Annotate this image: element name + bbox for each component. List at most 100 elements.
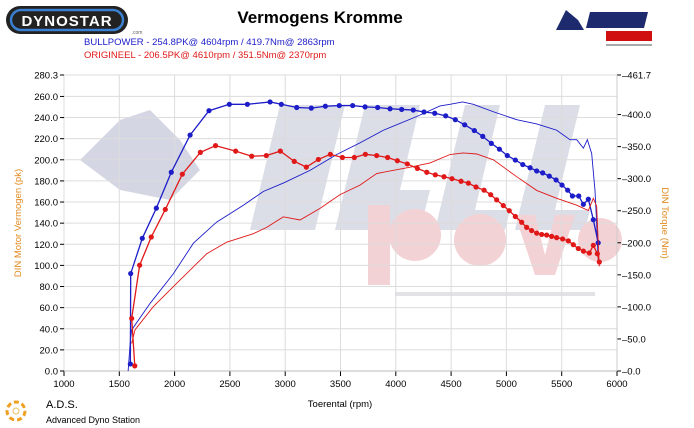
axes: 1000 1500 2000 2500 3000 3500 4000 4500 5000 5500… bbox=[34, 71, 651, 391]
data-point-origineel-torque bbox=[590, 242, 596, 248]
data-point-origineel-torque bbox=[179, 171, 185, 177]
data-point-origineel-torque bbox=[385, 154, 391, 161]
series-line-origineel-power bbox=[131, 152, 600, 344]
data-point-origineel-torque bbox=[351, 154, 357, 161]
data-point-bullpower-torque bbox=[443, 113, 449, 119]
x-tick-label: 1500 bbox=[109, 379, 130, 390]
data-point-bullpower-torque bbox=[421, 109, 427, 115]
y-tick-label: 100.0 bbox=[34, 261, 58, 272]
y-tick-label: 240.0 bbox=[34, 113, 58, 124]
data-point-origineel-torque bbox=[488, 192, 494, 198]
legend-origineel: ORIGINEEL - 206.5PK@ 4610rpm / 351.5Nm@ … bbox=[84, 50, 326, 61]
data-point-bullpower-torque bbox=[350, 102, 356, 109]
data-point-origineel-torque bbox=[594, 251, 600, 257]
y-tick-label: 140.0 bbox=[34, 219, 58, 230]
y-axis-label: DIN Motor Vermogen (pk) bbox=[13, 169, 24, 277]
ads-logo-icon bbox=[5, 400, 27, 422]
data-point-origineel-torque bbox=[534, 230, 540, 236]
x-axis-label: Toerental (rpm) bbox=[308, 399, 372, 410]
data-point-origineel-torque bbox=[473, 184, 479, 190]
bullpower-logo bbox=[556, 10, 652, 46]
data-point-bullpower-torque bbox=[590, 217, 596, 223]
data-point-origineel-torque bbox=[212, 143, 219, 149]
data-point-bullpower-torque bbox=[206, 108, 212, 114]
x-tick-label: 4000 bbox=[385, 379, 406, 390]
data-point-bullpower-torque bbox=[322, 103, 328, 109]
data-point-bullpower-torque bbox=[540, 170, 546, 176]
x-tick-label: 5000 bbox=[496, 379, 517, 390]
data-point-origineel-torque bbox=[500, 202, 506, 209]
data-point-origineel-torque bbox=[394, 158, 400, 164]
series-line-bullpower-torque bbox=[129, 101, 599, 364]
data-point-bullpower-torque bbox=[336, 102, 342, 109]
y-tick-label: 120.0 bbox=[34, 240, 58, 251]
y2-tick-label: –350.0 bbox=[622, 142, 651, 153]
y-tick-label: 160.0 bbox=[34, 198, 58, 209]
data-point-bullpower-torque bbox=[267, 99, 273, 105]
data-point-bullpower-torque bbox=[375, 104, 381, 111]
data-point-bullpower-torque bbox=[496, 146, 503, 152]
data-point-bullpower-torque bbox=[565, 187, 571, 193]
data-point-bullpower-torque bbox=[139, 235, 145, 241]
y-tick-label: 220.0 bbox=[34, 134, 58, 145]
data-point-origineel-torque bbox=[506, 208, 512, 214]
data-point-origineel-torque bbox=[132, 363, 138, 369]
data-point-origineel-torque bbox=[432, 172, 438, 178]
data-point-origineel-torque bbox=[529, 227, 535, 234]
data-point-origineel-torque bbox=[458, 178, 464, 184]
watermark bbox=[80, 105, 622, 296]
series-line-bullpower-power bbox=[127, 101, 599, 372]
data-point-bullpower-torque bbox=[504, 152, 510, 159]
data-point-origineel-torque bbox=[374, 152, 380, 159]
y-tick-label: 20.0 bbox=[40, 345, 59, 356]
y2-tick-label: –150.0 bbox=[622, 270, 651, 281]
data-point-bullpower-torque bbox=[387, 106, 393, 112]
data-point-bullpower-torque bbox=[432, 110, 438, 116]
data-point-bullpower-torque bbox=[585, 196, 591, 202]
data-point-origineel-torque bbox=[519, 219, 525, 225]
data-point-origineel-torque bbox=[291, 158, 297, 164]
data-point-bullpower-torque bbox=[452, 117, 458, 123]
y-tick-label: 80.0 bbox=[40, 282, 59, 293]
data-point-bullpower-torque bbox=[278, 101, 284, 107]
data-point-origineel-torque bbox=[277, 148, 283, 154]
x-tick-label: 1000 bbox=[53, 379, 74, 390]
data-point-bullpower-torque bbox=[462, 122, 468, 128]
y-tick-label: 200.0 bbox=[34, 155, 58, 166]
svg-text:DYNOSTAR: DYNOSTAR bbox=[21, 13, 112, 30]
data-point-bullpower-torque bbox=[308, 105, 314, 111]
data-point-bullpower-torque bbox=[576, 193, 582, 199]
data-point-origineel-torque bbox=[414, 165, 420, 172]
y2-axis-label: DIN Torque (Nm) bbox=[659, 187, 670, 259]
data-point-origineel-torque bbox=[404, 161, 410, 167]
x-tick-label: 3500 bbox=[330, 379, 351, 390]
y-tick-label: 0.0 bbox=[45, 367, 58, 378]
data-point-bullpower-torque bbox=[471, 127, 477, 134]
data-point-origineel-torque bbox=[586, 250, 592, 256]
x-tick-label: 6000 bbox=[606, 379, 627, 390]
y2-tick-label: –461.7 bbox=[622, 71, 651, 82]
y2-tick-label: –250.0 bbox=[622, 206, 651, 217]
data-point-bullpower-torque bbox=[488, 140, 494, 147]
data-point-origineel-torque bbox=[263, 152, 269, 159]
y2-tick-label: –50.0 bbox=[622, 334, 646, 345]
data-point-origineel-torque bbox=[465, 180, 471, 186]
data-point-origineel-torque bbox=[570, 242, 576, 248]
data-point-origineel-torque bbox=[137, 262, 143, 268]
data-point-origineel-torque bbox=[197, 149, 203, 155]
data-point-origineel-torque bbox=[233, 148, 239, 154]
x-tick-label: 5500 bbox=[551, 379, 572, 390]
data-point-origineel-torque bbox=[327, 151, 333, 157]
y-tick-label: 180.0 bbox=[34, 176, 58, 187]
data-point-origineel-torque bbox=[575, 245, 581, 252]
data-point-origineel-torque bbox=[129, 315, 135, 322]
footer-subtitle: Advanced Dyno Station bbox=[46, 415, 140, 425]
dynostar-logo: DYNOSTAR .com bbox=[6, 6, 142, 36]
y-tick-label: 260.0 bbox=[34, 92, 58, 103]
chart-title: Vermogens Kromme bbox=[237, 8, 402, 27]
data-point-bullpower-torque bbox=[512, 157, 518, 163]
data-point-origineel-torque bbox=[559, 236, 566, 242]
grid bbox=[63, 74, 618, 372]
data-point-bullpower-torque bbox=[480, 133, 486, 139]
